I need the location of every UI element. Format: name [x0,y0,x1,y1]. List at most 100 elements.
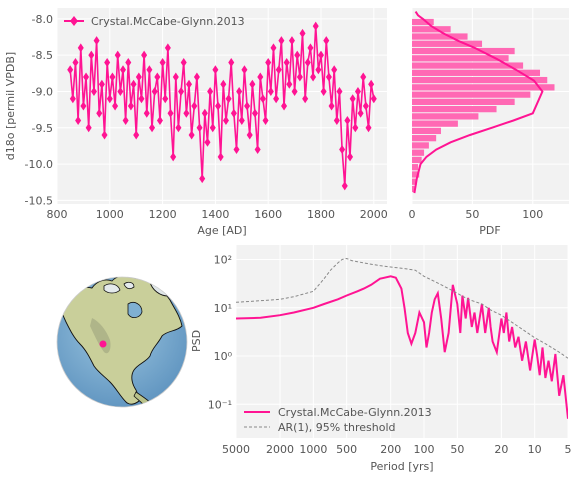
data-point [299,28,306,38]
ar1-threshold-line [236,257,568,359]
x-tick-label: 200 [380,443,401,456]
data-point [344,116,351,126]
data-point [312,21,319,31]
data-point [201,108,208,118]
x-tick-label: 2000 [360,208,388,221]
data-point [90,86,97,96]
x-tick-label: 5 [565,443,572,456]
histogram-bar [412,47,515,55]
histogram-bar [412,127,441,135]
data-point [93,36,100,46]
psd-x-ticks: 5000 2000 1000 500 200 100 50 20 10 5 [222,443,572,456]
psd-plot-area [236,245,568,438]
data-point [291,86,298,96]
data-point [106,94,113,104]
globe-outline [56,276,188,408]
kde-line [413,11,544,194]
data-point [104,57,111,67]
data-point [193,72,200,82]
data-point [120,65,126,75]
y-tick-label: -8.5 [32,49,53,62]
x-tick-label: 1000 [299,443,327,456]
data-point [244,101,251,111]
data-point [167,108,174,118]
legend-label-psd: Crystal.McCabe-Glynn.2013 [278,406,432,419]
data-point [278,36,285,46]
data-point [341,181,348,191]
globe-map [56,276,188,408]
data-point [236,86,243,96]
timeseries-series [67,21,377,191]
x-tick-label: 1800 [307,208,335,221]
data-point [77,43,84,53]
data-point [114,50,121,60]
data-point [162,94,169,104]
data-point [286,79,293,89]
histogram-bar [412,156,422,164]
data-point [333,116,340,126]
data-point [288,36,295,46]
data-point [191,101,198,111]
histogram-bar [412,164,419,171]
pdf-x-label: PDF [479,224,500,237]
data-point [228,57,235,67]
histogram-bar [412,171,420,178]
data-point [252,108,258,118]
histogram-bar [412,142,429,149]
histogram-bar [412,149,425,156]
psd-y-ticks: 10⁻¹ 10⁰ 10¹ 10² [208,254,233,412]
histogram-bar [412,98,515,105]
data-point [249,79,256,89]
data-point [368,79,375,89]
data-point [209,123,216,133]
pdf-x-ticks: 0 50 100 [409,208,544,221]
y-tick-label: 10¹ [214,302,232,315]
data-point [101,130,108,140]
pdf-histogram [412,18,555,193]
legend-marker-timeseries [70,16,78,26]
data-point [135,72,142,82]
legend-label-timeseries: Crystal.McCabe-Glynn.2013 [91,15,245,28]
data-point [133,130,140,140]
data-point [75,116,82,126]
timeseries-y-ticks: -10.5 -10.0 -9.5 -9.0 -8.5 -8.0 [25,13,53,207]
data-point [365,123,372,133]
data-point [125,57,132,67]
hudson-bay [127,302,143,318]
site-marker [99,340,107,348]
x-tick-label: 10 [528,443,542,456]
histogram-bar [412,40,483,47]
psd-legend: Crystal.McCabe-Glynn.2013 AR(1), 95% thr… [244,406,432,434]
data-point [323,36,330,46]
histogram-bar [412,113,479,120]
x-tick-label: 1200 [149,208,177,221]
data-point [296,72,303,82]
data-point [69,94,76,104]
data-point [273,94,280,104]
data-point [307,43,314,53]
timeseries-panel: 800 1000 1200 1400 1600 1800 2000 -10.5 -10.0 -9… [4,8,388,237]
data-point [164,43,171,53]
data-point [360,72,367,82]
y-tick-label: -8.0 [32,13,53,26]
data-point [318,50,324,60]
data-point [254,145,261,155]
data-point [207,86,214,96]
data-point [238,116,245,126]
psd-line [236,275,568,419]
north-america-landmass [60,277,183,405]
data-point [270,43,277,53]
data-point [80,101,87,111]
histogram-bar [412,76,548,84]
x-tick-label: 1600 [254,208,282,221]
data-point [259,94,266,104]
timeseries-legend: Crystal.McCabe-Glynn.2013 [64,15,245,28]
data-point [230,108,237,118]
data-point [117,86,124,96]
x-tick-label: 2000 [266,443,294,456]
data-point [183,108,190,118]
data-point [170,152,177,162]
arctic-islands [103,281,135,294]
histogram-bar [412,91,531,98]
